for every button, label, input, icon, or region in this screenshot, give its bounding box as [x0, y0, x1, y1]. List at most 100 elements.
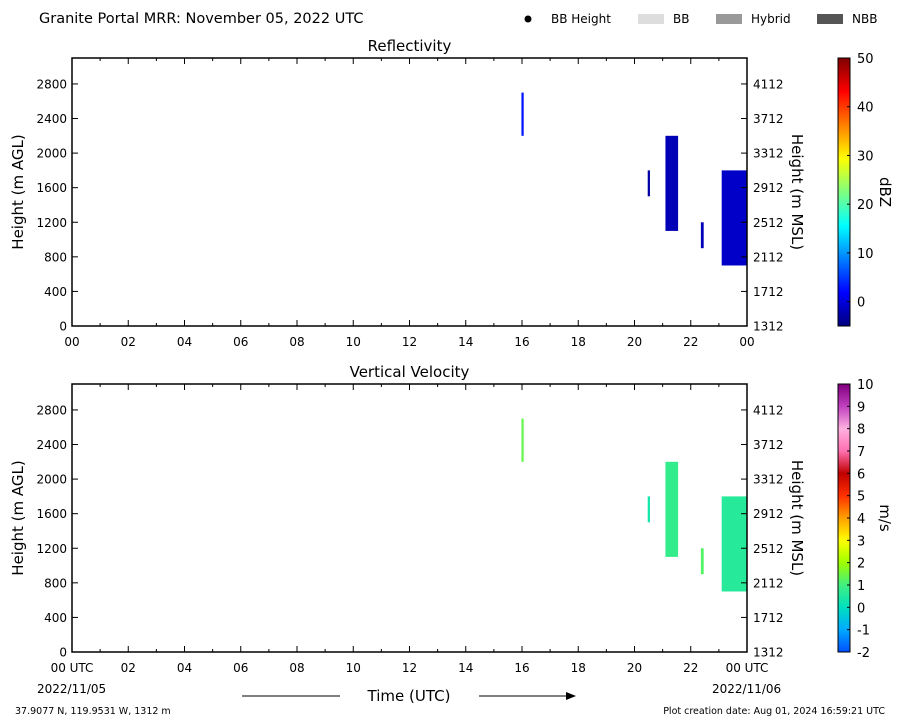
colorbar-tick-label: 40 [857, 101, 874, 116]
y-axis-label-right: Height (m MSL) [788, 134, 806, 250]
x-tick-label: 18 [571, 335, 586, 349]
plot-frame [71, 383, 748, 653]
colorbar-tick-label: 20 [857, 198, 874, 213]
colorbar-tick-label: 3 [857, 534, 865, 549]
header-legend: BB Height BB Hybrid NBB [524, 12, 877, 26]
x-tick-label: 06 [233, 661, 248, 675]
y-tick-label-right: 4112 [753, 77, 784, 91]
y-tick-label: 0 [59, 320, 67, 334]
x-tick-label: 10 [346, 661, 361, 675]
y-tick-label: 0 [59, 646, 67, 660]
page-title: Granite Portal MRR: November 05, 2022 UT… [39, 11, 363, 27]
colorbar-tick-label: 7 [857, 445, 865, 460]
legend-label: BB Height [551, 12, 611, 26]
y-tick-label-right: 3712 [753, 438, 784, 452]
x-tick-label: 16 [514, 661, 529, 675]
xlabel-arrow-head-icon [566, 692, 576, 700]
y-tick-label: 2800 [36, 77, 67, 91]
legend-label: Hybrid [751, 12, 791, 26]
y-axis-label-right: Height (m MSL) [788, 460, 806, 576]
colorbar-tick-label: -2 [857, 646, 870, 661]
x-axis-label: Time (UTC) [367, 687, 451, 705]
y-tick-label: 2000 [36, 147, 67, 161]
colorbar-tick-label: 9 [857, 400, 865, 415]
x-tick-label: 16 [514, 335, 529, 349]
y-tick-label-right: 1712 [753, 285, 784, 299]
x-tick-label: 00 [64, 335, 79, 349]
x-tick-label: 14 [458, 661, 473, 675]
x-tick-label: 20 [627, 335, 642, 349]
x-tick-label: 00 UTC [726, 661, 769, 675]
legend-swatch [638, 14, 664, 24]
y-tick-label: 400 [44, 611, 67, 625]
colorbar [837, 57, 851, 327]
x-tick-label: 18 [571, 661, 586, 675]
y-tick-label: 2800 [36, 403, 67, 417]
x-tick-label: 12 [402, 661, 417, 675]
colorbar-tick-label: 6 [857, 467, 865, 482]
x-tick-label: 04 [177, 661, 192, 675]
y-tick-label: 2400 [36, 438, 67, 452]
colorbar-tick-label: 30 [857, 149, 874, 164]
echo-cell [665, 461, 679, 557]
legend-swatch [817, 14, 843, 24]
x-tick-label: 00 UTC [51, 661, 94, 675]
colorbar-tick-label: 0 [857, 296, 865, 311]
y-tick-label: 1600 [36, 507, 67, 521]
x-tick-label: 04 [177, 335, 192, 349]
colorbar-tick-label: 5 [857, 490, 865, 505]
echo-cell [721, 496, 747, 592]
start-date-label: 2022/11/05 [37, 682, 106, 696]
y-tick-label: 800 [44, 576, 67, 590]
colorbar-label: dBZ [876, 177, 894, 207]
y-tick-label-right: 4112 [753, 403, 784, 417]
echo-cell [700, 548, 704, 575]
x-tick-label: 12 [402, 335, 417, 349]
colorbar-tick-label: 8 [857, 423, 865, 438]
colorbar-label: m/s [876, 504, 894, 532]
x-tick-label: 02 [121, 335, 136, 349]
echo-cell [721, 170, 747, 266]
x-tick-label: 22 [683, 335, 698, 349]
y-tick-label-right: 2912 [753, 181, 784, 195]
y-tick-label-right: 2512 [753, 216, 784, 230]
x-tick-label: 06 [233, 335, 248, 349]
x-tick-label: 02 [121, 661, 136, 675]
echo-cell [521, 92, 524, 136]
bb-height-marker-icon [524, 15, 532, 23]
colorbar-tick-label: 0 [857, 601, 865, 616]
plot-frame [71, 57, 748, 327]
x-tick-label: 08 [289, 335, 304, 349]
echo-cell [665, 135, 679, 231]
y-tick-label: 2000 [36, 473, 67, 487]
y-tick-label: 1200 [36, 542, 67, 556]
x-tick-label: 08 [289, 661, 304, 675]
colorbar-tick-label: 4 [857, 512, 865, 527]
y-tick-label: 2400 [36, 112, 67, 126]
colorbar-tick-label: 2 [857, 557, 865, 572]
y-tick-label: 1200 [36, 216, 67, 230]
colorbar-tick-label: 50 [857, 52, 874, 67]
y-tick-label-right: 1312 [753, 320, 784, 334]
creation-date-text: Plot creation date: Aug 01, 2024 16:59:2… [663, 706, 885, 717]
x-tick-label: 20 [627, 661, 642, 675]
y-tick-label-right: 2912 [753, 507, 784, 521]
colorbar-tick-label: 10 [857, 378, 874, 393]
echo-cell [647, 496, 650, 523]
legend-label: NBB [852, 12, 877, 26]
legend-label: BB [673, 12, 689, 26]
echo-cell [700, 222, 704, 249]
y-tick-label: 1600 [36, 181, 67, 195]
x-tick-label: 00 [739, 335, 754, 349]
y-tick-label-right: 2112 [753, 576, 784, 590]
colorbar-tick-label: 1 [857, 579, 865, 594]
y-tick-label-right: 1712 [753, 611, 784, 625]
y-tick-label-right: 2112 [753, 250, 784, 264]
y-tick-label-right: 3312 [753, 147, 784, 161]
colorbar-tick-label: 10 [857, 247, 874, 262]
legend-swatch [716, 14, 742, 24]
y-axis-label: Height (m AGL) [9, 134, 27, 249]
